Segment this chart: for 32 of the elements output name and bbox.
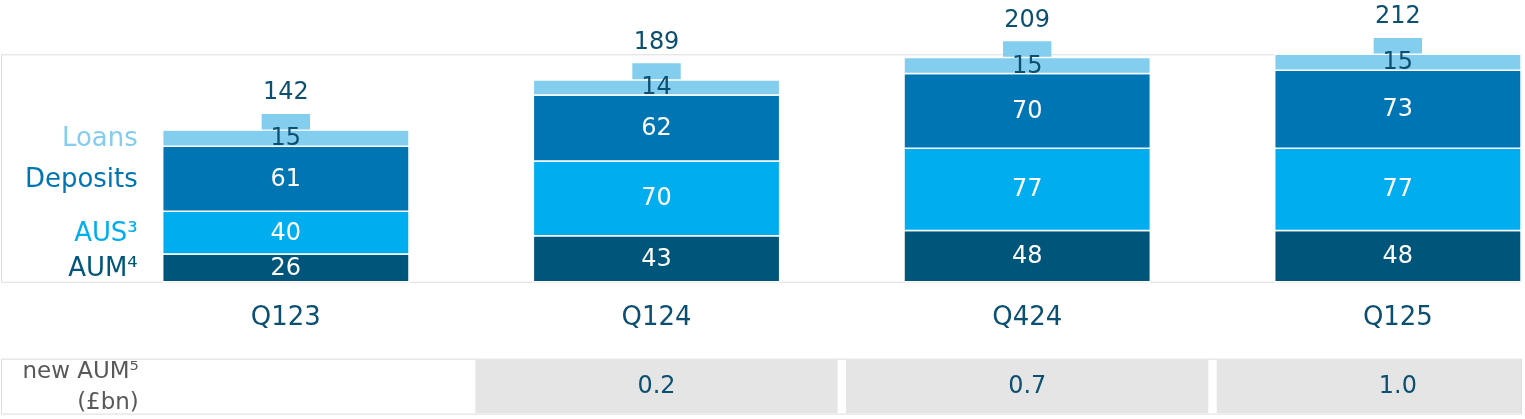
data-label: 15 bbox=[1382, 47, 1414, 76]
x-tick-label: Q424 bbox=[992, 301, 1063, 332]
x-tick-label: Q124 bbox=[621, 301, 692, 332]
data-label: 14 bbox=[641, 72, 672, 101]
total-label: 142 bbox=[262, 77, 309, 106]
total-label: 212 bbox=[1375, 1, 1421, 30]
data-label: 26 bbox=[270, 252, 302, 281]
text: new AUM⁵ (£bn) bbox=[22, 356, 139, 414]
data-label: 48 bbox=[1011, 241, 1043, 270]
data-label: 15 bbox=[270, 123, 302, 152]
series-label: AUS³ bbox=[74, 216, 138, 247]
data-label: 70 bbox=[641, 183, 672, 212]
series-label: AUM⁴ bbox=[68, 251, 138, 282]
data-label: 61 bbox=[270, 163, 302, 192]
total-label: 189 bbox=[633, 27, 680, 55]
data-label: 15 bbox=[1011, 50, 1043, 79]
data-label: 0.2 bbox=[637, 371, 676, 400]
series-label: Loans bbox=[62, 122, 138, 153]
data-label: 0.7 bbox=[1008, 371, 1047, 400]
series-label: Deposits bbox=[25, 162, 138, 193]
data-label: 77 bbox=[1011, 174, 1043, 203]
data-label: 48 bbox=[1382, 241, 1414, 270]
total-label: 209 bbox=[1004, 4, 1051, 33]
x-tick-label: Q123 bbox=[250, 301, 321, 332]
data-label: 73 bbox=[1382, 94, 1414, 123]
data-label: 77 bbox=[1382, 174, 1414, 203]
data-label: 62 bbox=[641, 112, 672, 141]
data-label: 70 bbox=[1011, 95, 1043, 124]
data-label: 43 bbox=[641, 243, 672, 272]
data-label: 1.0 bbox=[1378, 371, 1417, 400]
x-tick-label: Q125 bbox=[1362, 301, 1433, 332]
data-label: 40 bbox=[270, 217, 302, 246]
